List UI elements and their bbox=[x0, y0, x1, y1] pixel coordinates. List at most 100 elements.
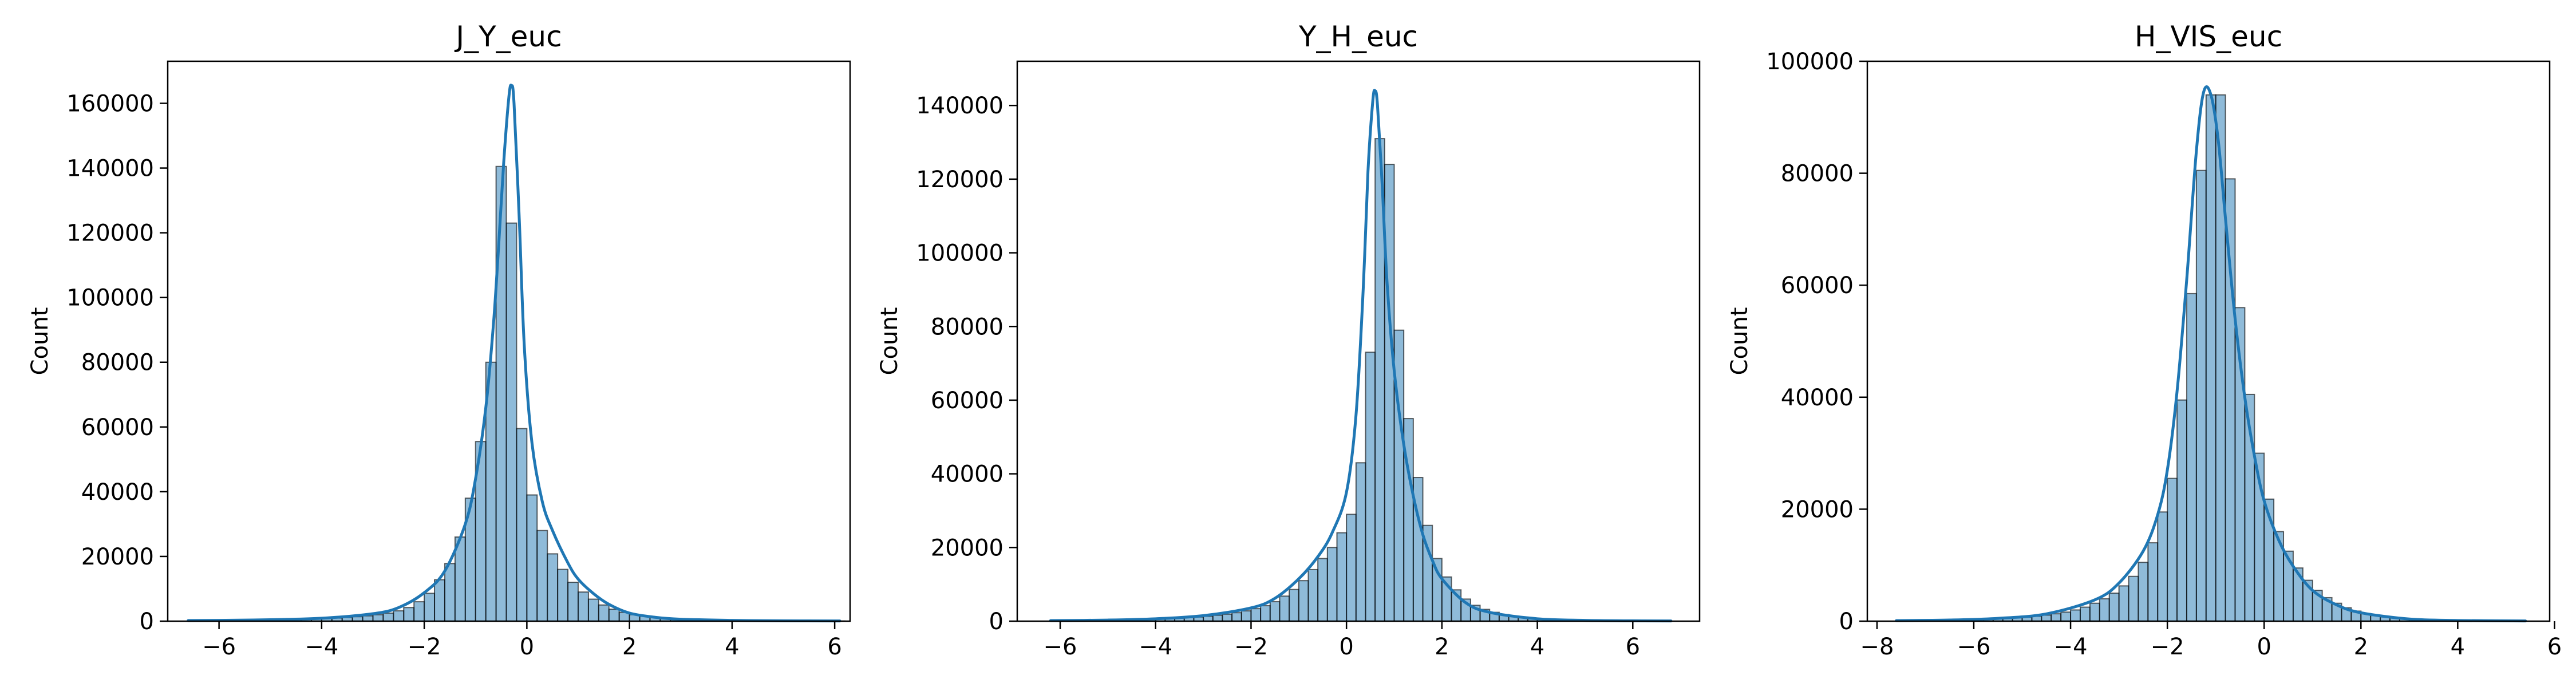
histogram-bar bbox=[424, 593, 436, 622]
histogram-bar bbox=[2099, 598, 2110, 622]
x-tick-label: −8 bbox=[1860, 634, 1894, 660]
x-tick-label: −6 bbox=[1044, 634, 1077, 660]
x-tick-label: 2 bbox=[622, 634, 637, 660]
histogram-bar bbox=[1346, 514, 1357, 622]
histogram-bar bbox=[382, 612, 394, 622]
y-tick-label: 80000 bbox=[1781, 161, 1854, 187]
y-tick-label: 160000 bbox=[66, 90, 154, 117]
y-tick-label: 0 bbox=[140, 609, 154, 635]
histogram-bar bbox=[2138, 562, 2149, 622]
histogram-bar bbox=[598, 604, 610, 622]
histogram-bar bbox=[2050, 613, 2062, 622]
histogram-bar bbox=[372, 614, 384, 622]
histogram-bar bbox=[2157, 511, 2168, 622]
x-tick-label: −2 bbox=[408, 634, 441, 660]
y-tick-label: 80000 bbox=[931, 314, 1003, 340]
y-tick-label: 40000 bbox=[931, 461, 1003, 488]
y-tick-label: 20000 bbox=[81, 544, 154, 570]
x-axis-ticks: −8 −6 −4 −2 0 2 4 6 bbox=[1860, 621, 2562, 660]
histogram-bar bbox=[2118, 585, 2129, 622]
x-tick-label: 6 bbox=[1626, 634, 1640, 660]
histogram-bar bbox=[2167, 477, 2178, 622]
histogram-bar bbox=[2108, 593, 2120, 622]
histogram-bar bbox=[577, 591, 589, 622]
histogram-bar bbox=[1240, 610, 1252, 622]
histogram-bar bbox=[434, 579, 445, 622]
x-tick-label: −2 bbox=[2151, 634, 2184, 660]
y-tick-label: 100000 bbox=[66, 285, 154, 311]
histogram-bar bbox=[1250, 608, 1262, 622]
histogram-bar bbox=[1317, 558, 1328, 622]
x-tick-label: −4 bbox=[2054, 634, 2088, 660]
histogram-bar bbox=[1384, 164, 1395, 622]
histogram-bar bbox=[2186, 293, 2197, 622]
histogram-bar bbox=[2041, 614, 2052, 622]
subplot-title: J_Y_euc bbox=[454, 20, 562, 53]
histogram-bar bbox=[547, 553, 559, 622]
histogram-bar bbox=[2089, 602, 2100, 622]
x-tick-label: 6 bbox=[2547, 634, 2562, 660]
histogram-bar bbox=[2195, 169, 2207, 622]
y-axis-ticks: 0 20000 40000 60000 80000 100000 120000 140000 1… bbox=[66, 90, 168, 635]
histogram-bar bbox=[495, 165, 507, 622]
subplot-j-y-euc: J_Y_euc Count 0 20000 40000 60000 80000 10000… bbox=[27, 20, 851, 660]
histogram-bar bbox=[1326, 547, 1338, 622]
y-tick-label: 60000 bbox=[81, 414, 154, 441]
histogram-bar bbox=[526, 494, 538, 622]
subplot-y-h-euc: Y_H_euc Count 0 20000 40000 60000 80000 10000… bbox=[876, 20, 1701, 660]
x-tick-label: 0 bbox=[2257, 634, 2271, 660]
y-tick-label: 20000 bbox=[931, 535, 1003, 561]
y-tick-label: 40000 bbox=[1781, 385, 1854, 411]
x-tick-label: −2 bbox=[1234, 634, 1268, 660]
histogram-bar bbox=[403, 607, 415, 622]
y-tick-label: 80000 bbox=[81, 350, 154, 376]
histogram-bar bbox=[393, 610, 405, 622]
y-tick-label: 140000 bbox=[66, 156, 154, 182]
histogram-bar bbox=[536, 530, 548, 622]
y-tick-label: 100000 bbox=[916, 240, 1003, 267]
kde-curve bbox=[1895, 85, 2527, 623]
x-tick-label: −4 bbox=[1139, 634, 1172, 660]
x-tick-label: 2 bbox=[2354, 634, 2368, 660]
histogram-bar bbox=[1279, 595, 1290, 622]
histogram-bar bbox=[2147, 542, 2159, 622]
histogram-bar bbox=[1355, 462, 1366, 622]
histogram-bar bbox=[413, 601, 425, 622]
histogram-bar bbox=[2176, 399, 2187, 622]
y-tick-label: 40000 bbox=[81, 479, 154, 506]
histogram-bar bbox=[2128, 575, 2139, 622]
histogram-bar bbox=[2205, 94, 2217, 622]
y-tick-label: 120000 bbox=[916, 167, 1003, 193]
x-axis-ticks: −6 −4 −2 0 2 4 6 bbox=[202, 621, 842, 660]
histogram-bar bbox=[1222, 613, 1233, 622]
y-tick-label: 60000 bbox=[1781, 273, 1854, 299]
y-tick-label: 120000 bbox=[66, 220, 154, 247]
histogram-bar bbox=[1298, 580, 1309, 622]
histogram-bar bbox=[557, 568, 569, 622]
y-tick-label: 0 bbox=[989, 609, 1003, 635]
histogram-bar bbox=[608, 609, 620, 622]
y-tick-label: 60000 bbox=[931, 388, 1003, 414]
x-tick-label: 4 bbox=[2451, 634, 2465, 660]
y-axis-label: Count bbox=[27, 307, 53, 376]
x-tick-label: 6 bbox=[827, 634, 841, 660]
subplot-h-vis-euc: H_VIS_euc Count 0 20000 40000 60000 80000 100… bbox=[1726, 20, 2562, 660]
axes-frame bbox=[167, 60, 851, 622]
y-axis-label: Count bbox=[876, 307, 903, 376]
y-axis-ticks: 0 20000 40000 60000 80000 100000 120000 140000 bbox=[916, 93, 1017, 635]
histogram-bar bbox=[1203, 615, 1214, 622]
x-tick-label: 4 bbox=[1530, 634, 1544, 660]
histogram-bar bbox=[567, 582, 579, 622]
y-tick-label: 20000 bbox=[1781, 496, 1854, 523]
histogram-bar bbox=[1269, 601, 1281, 622]
histogram-bar bbox=[2070, 609, 2081, 622]
x-tick-label: −6 bbox=[202, 634, 236, 660]
x-tick-label: 2 bbox=[1435, 634, 1449, 660]
histogram-bar bbox=[2060, 611, 2072, 622]
x-tick-label: 4 bbox=[725, 634, 739, 660]
histogram-bar bbox=[1365, 352, 1376, 622]
x-tick-label: 0 bbox=[520, 634, 534, 660]
subplot-title: H_VIS_euc bbox=[2135, 20, 2282, 53]
histogram-bar bbox=[1336, 532, 1348, 622]
